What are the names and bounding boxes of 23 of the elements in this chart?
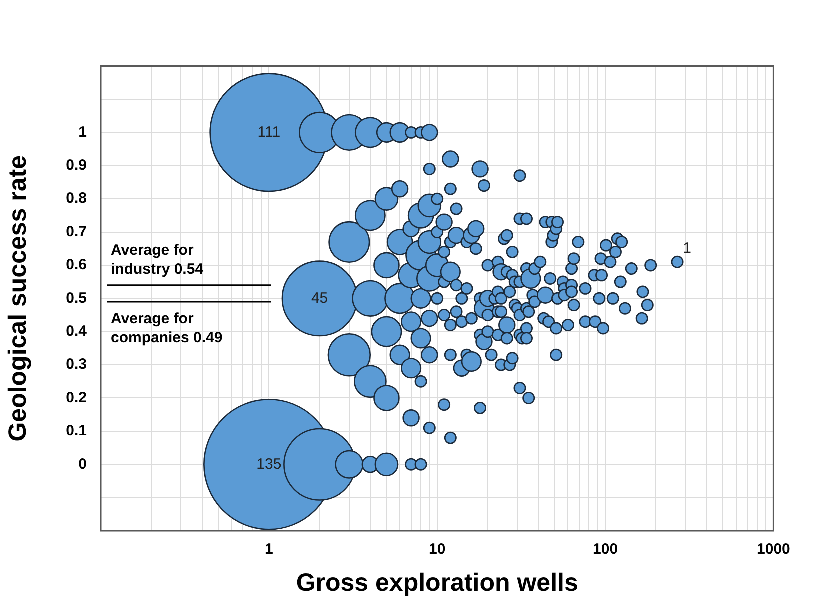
ref-line-label: Average for industry 0.54	[111, 242, 204, 278]
y-tick-label: 1	[78, 124, 87, 141]
y-tick-label: 0.5	[66, 290, 87, 307]
y-tick-label: 0.3	[66, 356, 87, 374]
annotation: 45	[311, 290, 328, 307]
y-tick-label: 0.9	[66, 157, 87, 174]
ref-line-label: Average for companies 0.49	[111, 310, 223, 347]
annotation: 135	[256, 456, 282, 473]
y-tick-label: 0.2	[66, 389, 87, 406]
y-tick-label: 0	[78, 456, 87, 473]
annotation: 111	[258, 124, 281, 141]
x-tick-label: 1	[265, 541, 274, 558]
y-tick-label: 0.8	[66, 190, 87, 208]
y-axis-title: Geological success rate	[4, 155, 32, 442]
x-axis-title: Gross exploration wells	[296, 568, 578, 597]
y-tick-label: 0.1	[66, 422, 87, 440]
y-tick-label: 0.4	[66, 322, 88, 340]
x-tick-label: 1000	[757, 541, 790, 558]
y-tick-label: 0.6	[66, 256, 87, 274]
annotation: 1	[683, 240, 692, 258]
y-tick-label: 0.7	[66, 223, 87, 240]
x-tick-label: 100	[593, 541, 618, 558]
x-tick-label: 10	[429, 541, 446, 558]
